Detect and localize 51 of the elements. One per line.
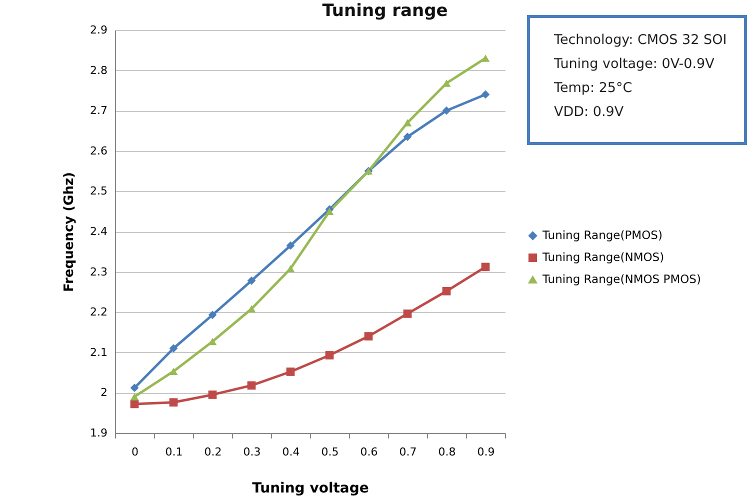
point [481, 262, 490, 272]
x-tick-label: 0 [132, 446, 138, 458]
y-tick-label: 2.2 [90, 306, 108, 319]
point [325, 208, 334, 215]
point [403, 132, 412, 141]
point [286, 368, 295, 376]
point [208, 310, 217, 320]
chart-title: Tuning range [322, 1, 448, 21]
point [169, 344, 178, 353]
point [442, 286, 451, 296]
point [130, 384, 139, 392]
y-tick-label: 1.9 [90, 426, 108, 440]
x-tick-label: 0.2 [204, 446, 222, 458]
x-tick-label: 0.3 [243, 446, 261, 458]
point [169, 398, 178, 407]
y-tick-label: 2.3 [90, 265, 108, 278]
x-tick-label: 0.5 [321, 446, 339, 458]
x-tick-label: 0.1 [165, 446, 183, 458]
point [325, 351, 334, 360]
point [403, 119, 412, 126]
point [247, 276, 256, 285]
x-tick-label: 0.9 [477, 446, 495, 458]
y-tick-label: 2.6 [90, 144, 108, 158]
y-tick-label: 2.8 [90, 64, 108, 77]
x-tick-label: 0.8 [438, 446, 456, 458]
x-tick-label: 0.7 [399, 446, 417, 458]
y-tick-label: 2.5 [90, 184, 108, 198]
y-tick-label: 2 [100, 386, 108, 400]
point [130, 393, 139, 400]
point [286, 264, 295, 272]
point [364, 332, 373, 340]
x-axis-title: Tuning voltage [252, 480, 369, 496]
legend-label: Tuning Range(NMOS) [542, 250, 664, 264]
legend-label: Tuning Range(NMOS PMOS) [542, 272, 701, 286]
point [442, 106, 451, 115]
point [481, 90, 490, 99]
legend-label: Tuning Range(PMOS) [542, 228, 662, 242]
y-tick-label: 2.1 [90, 346, 108, 359]
x-tick-label: 0.4 [282, 446, 300, 458]
y-tick-label: 2.7 [90, 104, 108, 118]
point [169, 368, 178, 375]
y-tick-label: 2.4 [90, 225, 108, 238]
point [247, 381, 256, 390]
y-axis-title: Frequency (Ghz) [62, 172, 78, 292]
x-tick-label: 0.6 [360, 446, 378, 458]
point [481, 54, 490, 62]
point [403, 310, 412, 318]
point [208, 390, 217, 399]
y-tick-label: 2.9 [90, 24, 108, 36]
point [286, 241, 295, 250]
note-box: Technology: CMOS 32 SOI Tuning voltage: 0V-0.9V Temp: 25°C VDD: 0.9V [527, 15, 747, 145]
